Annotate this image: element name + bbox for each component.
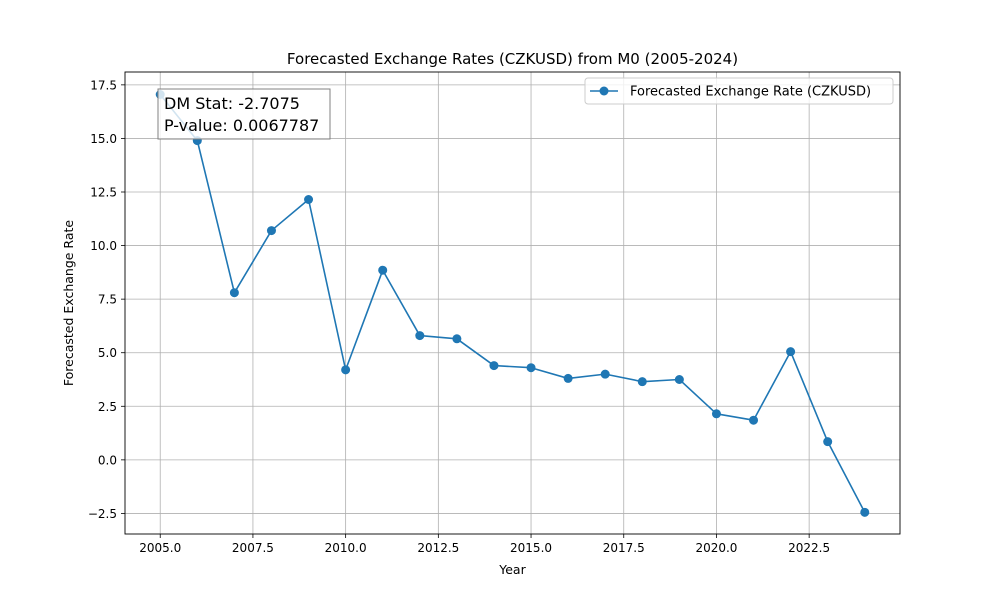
x-tick-label: 2017.5 — [603, 541, 645, 555]
axes-frame — [124, 71, 901, 535]
data-point — [378, 265, 388, 275]
data-point — [749, 415, 759, 425]
annotation-frame — [157, 88, 331, 140]
x-tick-label: 2005.0 — [139, 541, 181, 555]
x-tick-label: 2007.5 — [232, 541, 274, 555]
chart-title: Forecasted Exchange Rates (CZKUSD) from … — [287, 50, 738, 68]
y-tick-label: 7.5 — [98, 293, 117, 307]
data-point — [266, 226, 276, 236]
data-point — [786, 347, 796, 357]
y-tick-label: 2.5 — [98, 400, 117, 414]
data-point — [229, 288, 239, 298]
annotation-p-value: P-value: 0.0067787 — [164, 116, 319, 135]
y-tick-label: 5.0 — [98, 346, 117, 360]
annotation-dm-stat: DM Stat: -2.7075 — [164, 94, 300, 113]
data-point — [563, 373, 573, 383]
data-point — [452, 334, 462, 344]
y-tick-label: 15.0 — [90, 132, 117, 146]
data-point — [823, 437, 833, 447]
legend-entry-label: Forecasted Exchange Rate (CZKUSD) — [630, 85, 871, 100]
axis-ticks: 2005.0 2007.5 2010.0 2012.5 2015.0 2017.5 2020… — [88, 78, 830, 555]
x-axis-label: Year — [498, 562, 526, 577]
grid-lines — [125, 72, 900, 534]
legend: Forecasted Exchange Rate (CZKUSD) — [584, 77, 894, 105]
annotation-box: DM Stat: -2.7075 P-value: 0.0067787 — [157, 88, 331, 140]
data-point — [711, 409, 721, 419]
legend-marker-swatch — [599, 86, 609, 96]
data-point — [674, 375, 684, 384]
x-tick-label: 2010.0 — [325, 541, 367, 555]
data-point — [489, 361, 499, 371]
data-series — [155, 90, 870, 517]
x-tick-label: 2020.0 — [695, 541, 737, 555]
y-tick-label: 17.5 — [90, 78, 117, 92]
x-tick-label: 2022.5 — [788, 541, 830, 555]
y-tick-label: 0.0 — [98, 453, 117, 467]
data-point — [341, 365, 351, 375]
x-tick-label: 2012.5 — [417, 541, 459, 555]
x-tick-label: 2015.0 — [510, 541, 552, 555]
y-axis-label: Forecasted Exchange Rate — [61, 220, 76, 387]
data-point — [526, 363, 536, 373]
data-point — [637, 377, 647, 387]
series-line — [159, 93, 866, 513]
y-tick-label: −2.5 — [88, 507, 117, 521]
data-point — [415, 331, 425, 341]
legend-frame — [584, 77, 894, 105]
data-point — [304, 195, 314, 204]
data-point — [600, 369, 610, 379]
y-tick-label: 12.5 — [90, 186, 117, 200]
plot-area — [125, 72, 900, 534]
y-tick-label: 10.0 — [90, 239, 117, 253]
data-point — [860, 507, 870, 517]
